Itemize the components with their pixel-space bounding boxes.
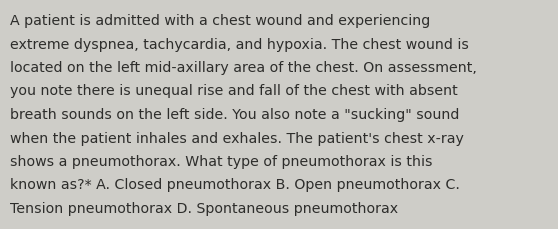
Text: shows a pneumothorax. What type of pneumothorax is this: shows a pneumothorax. What type of pneum… [10, 154, 432, 168]
Text: located on the left mid-axillary area of the chest. On assessment,: located on the left mid-axillary area of… [10, 61, 477, 75]
Text: extreme dyspnea, tachycardia, and hypoxia. The chest wound is: extreme dyspnea, tachycardia, and hypoxi… [10, 37, 469, 51]
Text: known as?* A. Closed pneumothorax B. Open pneumothorax C.: known as?* A. Closed pneumothorax B. Ope… [10, 178, 460, 192]
Text: when the patient inhales and exhales. The patient's chest x-ray: when the patient inhales and exhales. Th… [10, 131, 464, 145]
Text: breath sounds on the left side. You also note a "sucking" sound: breath sounds on the left side. You also… [10, 108, 459, 121]
Text: Tension pneumothorax D. Spontaneous pneumothorax: Tension pneumothorax D. Spontaneous pneu… [10, 201, 398, 215]
Text: A patient is admitted with a chest wound and experiencing: A patient is admitted with a chest wound… [10, 14, 430, 28]
Text: you note there is unequal rise and fall of the chest with absent: you note there is unequal rise and fall … [10, 84, 458, 98]
